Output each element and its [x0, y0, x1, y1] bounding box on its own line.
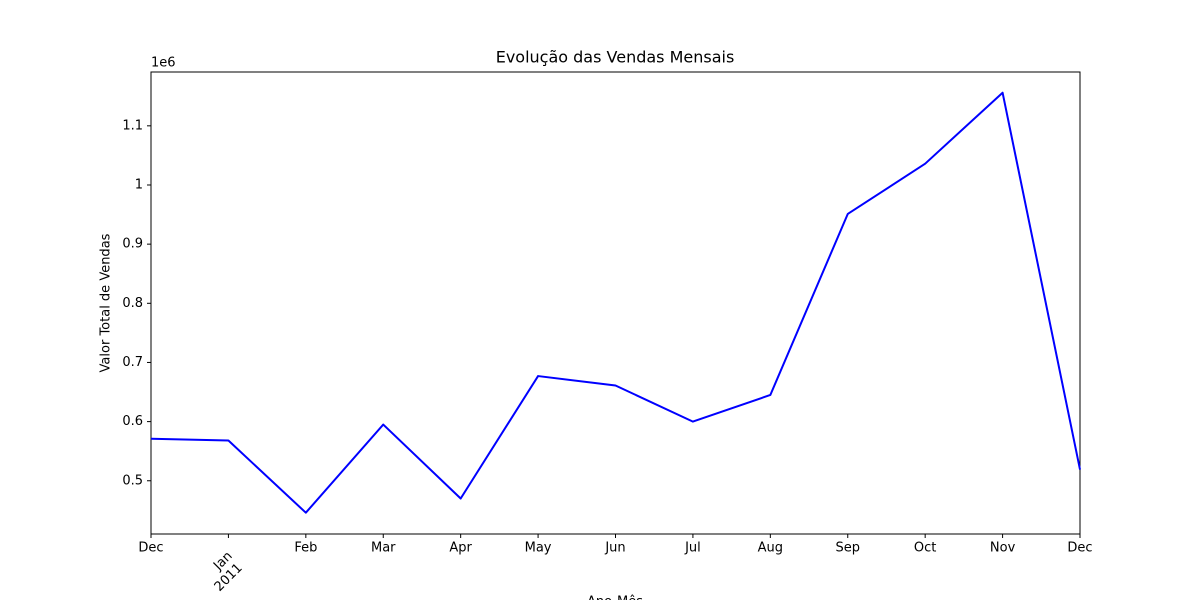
y-tick-label: 0.5	[122, 473, 143, 488]
y-tick-label: 1	[135, 177, 143, 192]
x-tick-label: Nov	[990, 541, 1016, 556]
line	[150, 91, 1081, 514]
x-axis-label: Ano-Mês	[587, 595, 643, 600]
plot-frame	[150, 71, 1081, 535]
x-tick-label: Oct	[914, 541, 936, 556]
y-tick-label: 0.7	[122, 355, 143, 370]
x-tick-label: Jul	[684, 541, 701, 556]
x-tick-label: Jun	[604, 541, 625, 556]
y-tick-label: 0.9	[122, 237, 143, 252]
x-tick-label: Feb	[294, 541, 317, 556]
x-tick-label: May	[525, 541, 552, 556]
y-axis-label: Valor Total de Vendas	[99, 233, 114, 372]
y-tick-label: 1.1	[122, 118, 143, 133]
x-tick-label: Sep	[835, 541, 860, 556]
chart-title: Evolução das Vendas Mensais	[496, 48, 735, 67]
x-tick-label: Apr	[449, 541, 472, 556]
y-offset-label: 1e6	[151, 56, 176, 71]
y-tick-label: 0.6	[122, 414, 143, 429]
x-tick-label: Dec	[1067, 541, 1092, 556]
x-tick-label: Mar	[371, 541, 396, 556]
x-tick-label: Aug	[758, 541, 783, 556]
y-tick-label: 0.8	[122, 296, 143, 311]
x-tick-label: Dec	[138, 541, 163, 556]
